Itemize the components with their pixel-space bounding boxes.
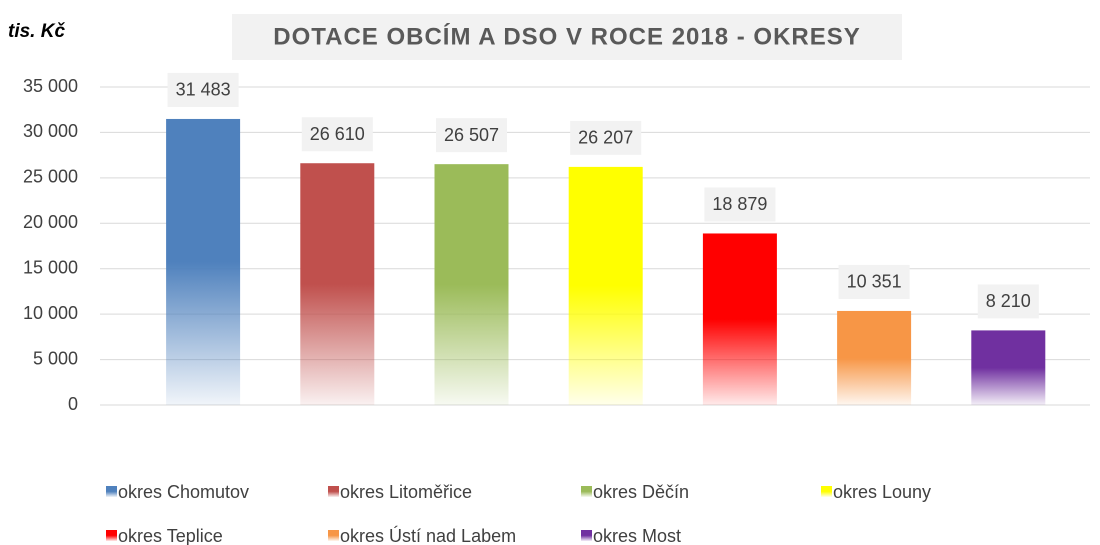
data-label: 26 207: [578, 128, 633, 148]
data-label: 31 483: [176, 80, 231, 100]
y-tick-label: 25 000: [23, 167, 78, 187]
bar: [434, 164, 509, 405]
bar: [971, 330, 1046, 405]
bar: [568, 166, 643, 405]
y-tick-label: 30 000: [23, 121, 78, 141]
legend-label: okres Děčín: [593, 482, 689, 502]
legend-label: okres Ústí nad Labem: [340, 525, 516, 545]
data-label: 26 507: [444, 125, 499, 145]
legend-swatch: [106, 530, 117, 541]
legend-label: okres Most: [593, 526, 681, 545]
data-label-box: [977, 284, 1039, 319]
legend-label: okres Chomutov: [118, 482, 249, 502]
legend-swatch: [106, 486, 117, 497]
bar: [702, 233, 777, 405]
y-tick-label: 15 000: [23, 257, 78, 277]
data-label-box: [167, 72, 239, 107]
legend-swatch: [581, 530, 592, 541]
legend-label: okres Teplice: [118, 526, 223, 545]
y-tick-label: 20 000: [23, 212, 78, 232]
y-axis-label: tis. Kč: [8, 21, 65, 42]
y-tick-label: 5 000: [33, 348, 78, 368]
data-label: 10 351: [847, 272, 902, 292]
bar: [300, 163, 375, 405]
data-label: 26 610: [310, 124, 365, 144]
bar: [166, 118, 241, 405]
data-label-box: [435, 118, 508, 153]
y-tick-label: 0: [68, 394, 78, 414]
legend-label: okres Litoměřice: [340, 482, 472, 502]
y-tick-label: 35 000: [23, 76, 78, 96]
data-label-box: [838, 264, 910, 299]
legend-swatch: [328, 530, 339, 541]
legend-swatch: [581, 486, 592, 497]
y-tick-label: 10 000: [23, 303, 78, 323]
data-label-box: [570, 120, 642, 155]
chart-title: DOTACE OBCÍM A DSO V ROCE 2018 - OKRESY: [273, 22, 861, 50]
data-label-box: [704, 187, 776, 222]
data-label: 8 210: [986, 291, 1031, 311]
bar: [837, 310, 912, 405]
legend-label: okres Louny: [833, 482, 931, 502]
legend-swatch: [328, 486, 339, 497]
data-label: 18 879: [712, 194, 767, 214]
data-label-box: [301, 117, 373, 152]
legend-swatch: [821, 486, 832, 497]
title-box: [232, 14, 902, 60]
